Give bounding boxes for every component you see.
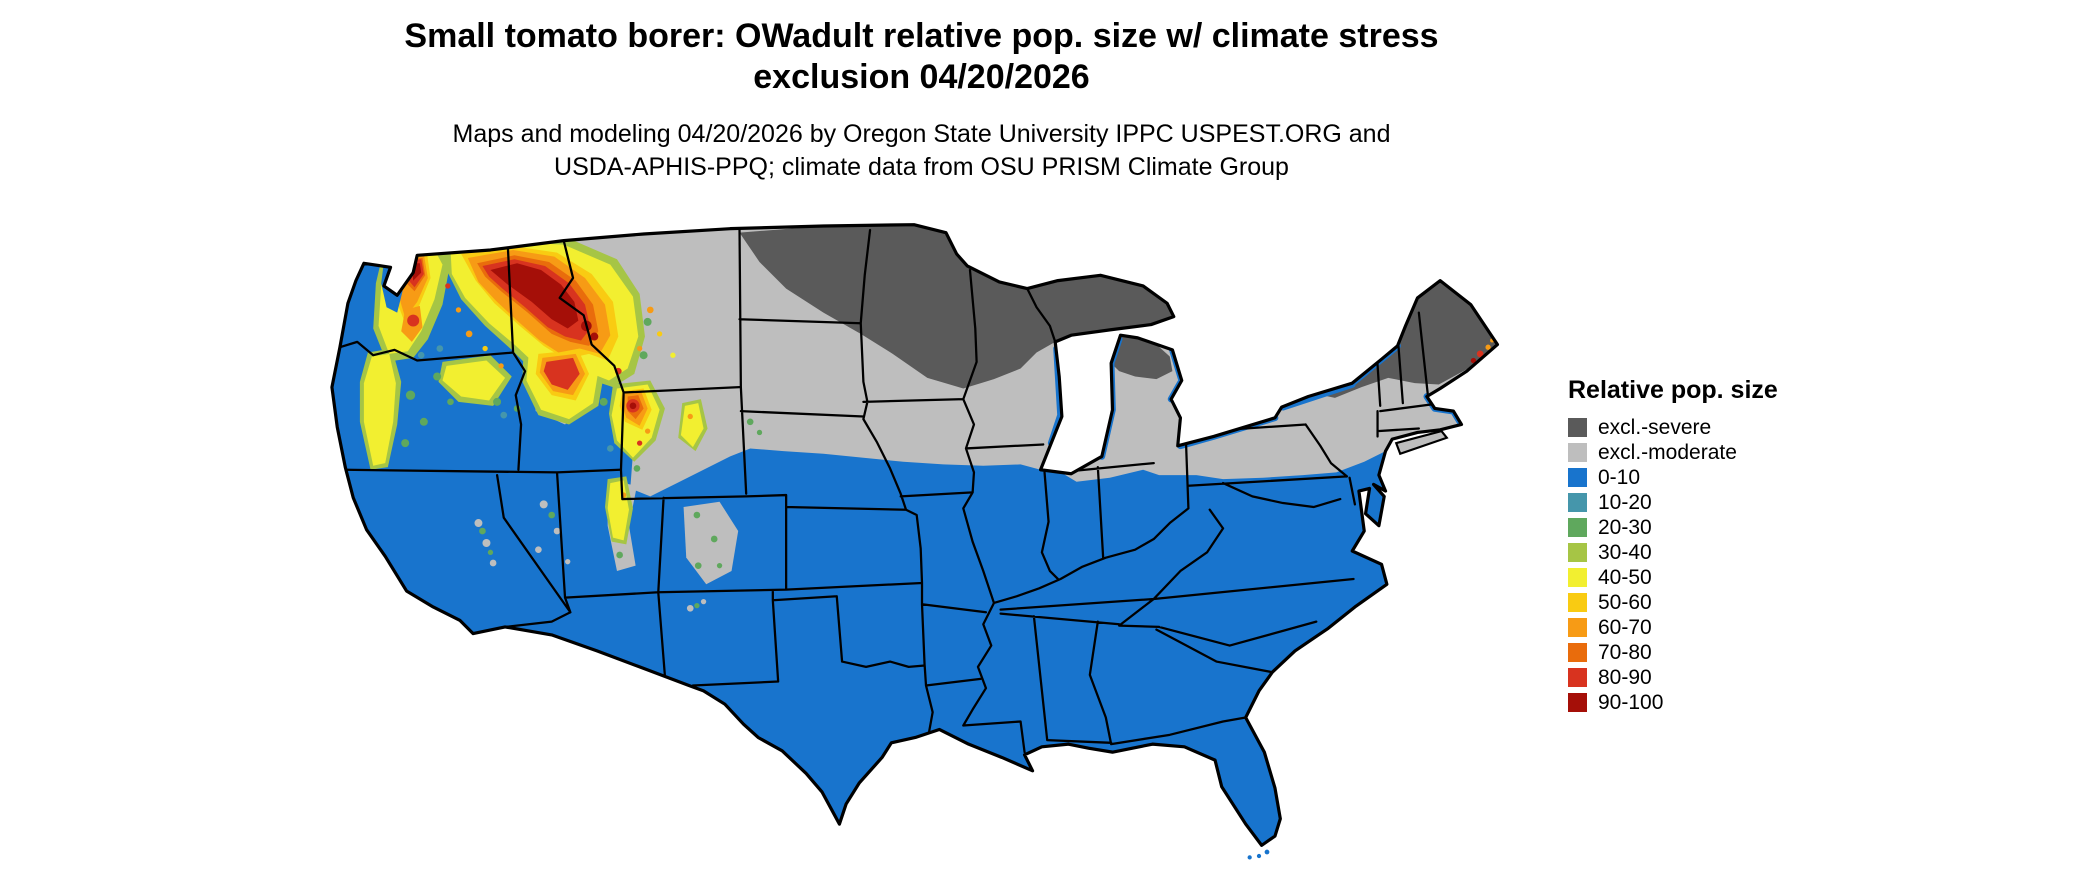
legend-label: 30-40	[1598, 541, 1652, 564]
legend-label: 50-60	[1598, 591, 1652, 614]
legend-swatch	[1568, 418, 1587, 437]
legend-label: 40-50	[1598, 566, 1652, 589]
map-raster-layers	[331, 224, 1498, 846]
us-outline	[330, 223, 1500, 847]
florida-keys	[1247, 849, 1270, 860]
legend-swatch	[1568, 468, 1587, 487]
legend-item: 90-100	[1568, 690, 1778, 715]
legend-title: Relative pop. size	[1568, 376, 1778, 404]
legend-item: excl.-moderate	[1568, 440, 1778, 465]
legend-swatch	[1568, 593, 1587, 612]
legend-swatch	[1568, 518, 1587, 537]
legend-item: 70-80	[1568, 640, 1778, 665]
legend-item: 30-40	[1568, 540, 1778, 565]
state-boundaries	[338, 228, 1432, 754]
legend-label: 10-20	[1598, 491, 1652, 514]
legend-label: 80-90	[1598, 666, 1652, 689]
raster-excl-severe-north	[739, 224, 1174, 389]
raster-excl-moderate	[559, 224, 1498, 497]
legend-item: 10-20	[1568, 490, 1778, 515]
raster-90-100-cores	[411, 263, 637, 410]
map-subtitle-line2: USDA-APHIS-PPQ; climate data from OSU PR…	[554, 153, 1289, 181]
raster-excl-severe-new-england	[1309, 280, 1498, 398]
legend-label: 90-100	[1598, 691, 1664, 714]
legend-swatch	[1568, 693, 1587, 712]
legend-item: 40-50	[1568, 565, 1778, 590]
us-map-svg	[330, 223, 1500, 860]
map-title-line1: Small tomato borer: OWadult relative pop…	[404, 17, 1439, 55]
legend-label: excl.-severe	[1598, 416, 1712, 439]
legend-swatch	[1568, 668, 1587, 687]
legend-item: excl.-severe	[1568, 415, 1778, 440]
legend-item: 50-60	[1568, 590, 1778, 615]
legend-swatch	[1568, 543, 1587, 562]
legend-label: 60-70	[1598, 616, 1652, 639]
legend-item: 20-30	[1568, 515, 1778, 540]
legend-swatch	[1568, 493, 1587, 512]
legend-swatch	[1568, 443, 1587, 462]
long-island	[1394, 429, 1449, 456]
legend-label: 20-30	[1598, 516, 1652, 539]
legend-label: 0-10	[1598, 466, 1641, 489]
legend-swatch	[1568, 618, 1587, 637]
legend-swatch	[1568, 643, 1587, 662]
map-subtitle-line1: Maps and modeling 04/20/2026 by Oregon S…	[452, 120, 1391, 148]
legend-label: 70-80	[1598, 641, 1652, 664]
legend-swatch	[1568, 568, 1587, 587]
legend-item: 60-70	[1568, 615, 1778, 640]
us-map	[280, 222, 1580, 888]
legend-item: 80-90	[1568, 665, 1778, 690]
map-title-line2: exclusion 04/20/2026	[753, 58, 1090, 97]
legend-label: excl.-moderate	[1598, 441, 1737, 464]
map-subtitle: Maps and modeling 04/20/2026 by Oregon S…	[0, 118, 1843, 184]
map-title: Small tomato borer: OWadult relative pop…	[0, 16, 1843, 99]
legend-item: 0-10	[1568, 465, 1778, 490]
legend: Relative pop. size excl.-severe excl.-mo…	[1568, 376, 1778, 715]
